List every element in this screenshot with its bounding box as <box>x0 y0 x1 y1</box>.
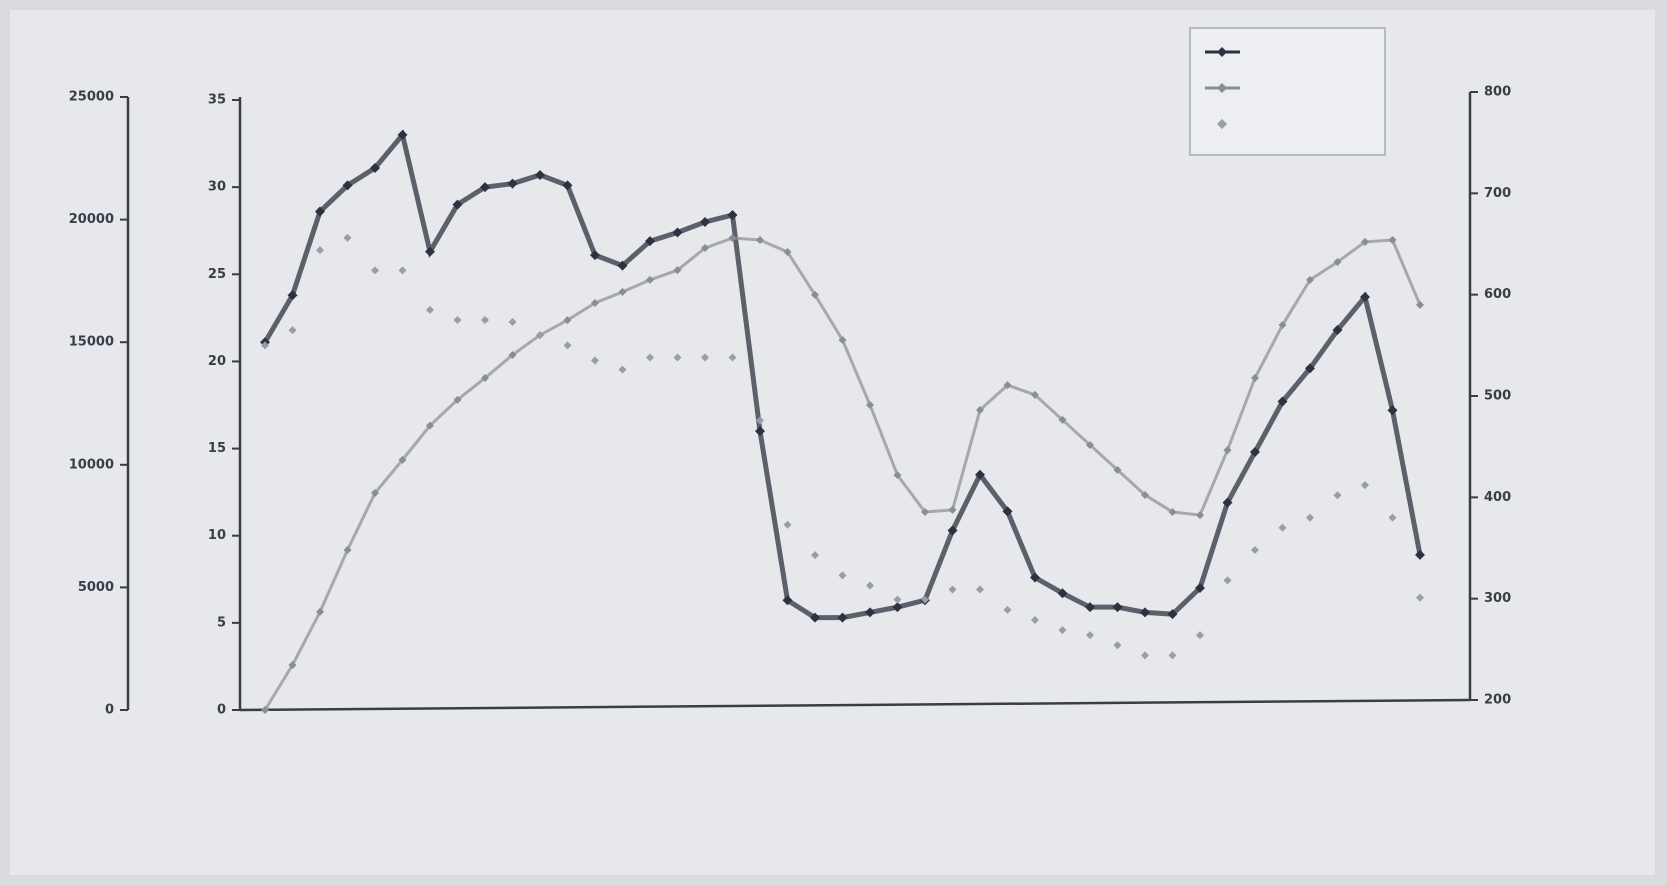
tick-label: 30 <box>208 180 226 195</box>
tick-label: 10 <box>208 528 226 543</box>
legend-box <box>1190 28 1385 155</box>
tick-label: 15000 <box>69 335 114 350</box>
tick-label: 0 <box>105 703 114 718</box>
tick-label: 20 <box>208 354 226 369</box>
tick-label: 25 <box>208 267 226 282</box>
tick-label: 600 <box>1484 287 1511 302</box>
tick-label: 500 <box>1484 389 1511 404</box>
tick-label: 25000 <box>69 90 114 105</box>
tick-label: 700 <box>1484 186 1511 201</box>
chart: 0 5000 10000 15000 20000 25000 0 5 10 15 20 25 30 35 2… <box>0 0 1667 885</box>
tick-label: 300 <box>1484 591 1511 606</box>
tick-label: 200 <box>1484 693 1511 708</box>
legend <box>1190 28 1385 155</box>
tick-label: 5 <box>217 615 226 630</box>
tick-label: 10000 <box>69 457 114 472</box>
tick-label: 400 <box>1484 490 1511 505</box>
tick-label: 800 <box>1484 85 1511 100</box>
tick-label: 0 <box>217 703 226 718</box>
panel <box>10 10 1655 875</box>
tick-label: 20000 <box>69 212 114 227</box>
tick-label: 35 <box>208 93 226 108</box>
tick-label: 15 <box>208 441 226 456</box>
tick-label: 5000 <box>78 580 114 595</box>
